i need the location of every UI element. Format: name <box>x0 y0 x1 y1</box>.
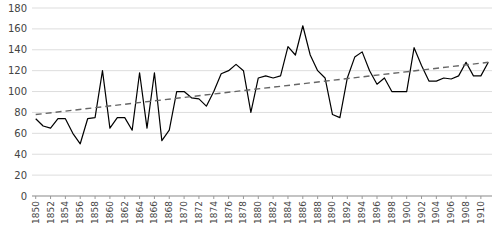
x-tick-label: 1898 <box>387 201 397 224</box>
y-tick-label: 20 <box>14 170 27 181</box>
x-tick-label: 1866 <box>149 201 159 224</box>
x-tick <box>258 196 259 199</box>
y-tick-label: 180 <box>8 3 27 14</box>
grid-line <box>32 133 492 134</box>
x-tick <box>184 196 185 199</box>
x-axis-line <box>32 196 492 197</box>
x-tick-label: 1858 <box>90 201 100 224</box>
x-tick-label: 1860 <box>105 201 115 224</box>
y-tick-label: 80 <box>14 107 27 118</box>
y-tick-label: 60 <box>14 128 27 139</box>
x-tick-label: 1874 <box>209 201 219 224</box>
x-tick-label: 1884 <box>283 201 293 224</box>
grid-line <box>32 28 492 29</box>
x-tick <box>154 196 155 199</box>
grid-line <box>32 196 492 197</box>
x-tick <box>302 196 303 199</box>
x-tick-label: 1868 <box>164 201 174 224</box>
x-tick <box>35 196 36 199</box>
y-tick-label: 160 <box>8 23 27 34</box>
x-tick <box>451 196 452 199</box>
x-tick-label: 1904 <box>431 201 441 224</box>
x-tick-label: 1882 <box>268 201 278 224</box>
y-tick-label: 100 <box>8 86 27 97</box>
grid-line <box>32 8 492 9</box>
x-tick <box>480 196 481 199</box>
x-tick <box>80 196 81 199</box>
x-tick <box>243 196 244 199</box>
x-tick-label: 1908 <box>461 201 471 224</box>
x-tick-label: 1872 <box>194 201 204 224</box>
y-tick-label: 140 <box>8 44 27 55</box>
x-tick <box>228 196 229 199</box>
x-tick <box>287 196 288 199</box>
x-tick <box>436 196 437 199</box>
x-tick <box>124 196 125 199</box>
x-tick-label: 1880 <box>253 201 263 224</box>
x-tick-label: 1900 <box>402 201 412 224</box>
x-tick-label: 1864 <box>135 201 145 224</box>
grid-line <box>32 49 492 50</box>
x-axis: 1850 1852 1854 1856 1858 1860 1862 1864 1866 1868… <box>31 196 492 224</box>
data-line <box>36 26 489 144</box>
x-tick-label: 1852 <box>46 201 56 224</box>
x-tick-label: 1894 <box>357 201 367 224</box>
x-tick-label: 1878 <box>238 201 248 224</box>
x-tick <box>109 196 110 199</box>
y-axis: 0 20 40 60 80 100 120 140 160 180 <box>8 3 492 202</box>
x-tick-label: 1892 <box>342 201 352 224</box>
x-tick-label: 1876 <box>224 201 234 224</box>
x-tick <box>347 196 348 199</box>
grid-line <box>32 70 492 71</box>
plot-data <box>36 26 489 144</box>
x-tick <box>362 196 363 199</box>
x-tick-label: 1890 <box>327 201 337 224</box>
grid-line <box>32 175 492 176</box>
x-tick <box>169 196 170 199</box>
x-tick-label: 1886 <box>298 201 308 224</box>
x-tick-label: 1856 <box>75 201 85 224</box>
x-tick <box>95 196 96 199</box>
x-tick-label: 1888 <box>313 201 323 224</box>
x-tick <box>466 196 467 199</box>
x-tick <box>50 196 51 199</box>
x-tick <box>198 196 199 199</box>
chart: 0 20 40 60 80 100 120 140 160 180 1850 1852 1854 1856… <box>0 0 500 234</box>
x-tick <box>406 196 407 199</box>
x-tick <box>213 196 214 199</box>
x-tick-label: 1862 <box>120 201 130 224</box>
x-tick <box>317 196 318 199</box>
x-tick <box>139 196 140 199</box>
x-tick-label: 1896 <box>372 201 382 224</box>
grid-line <box>32 112 492 113</box>
y-tick-label: 120 <box>8 65 27 76</box>
x-tick <box>65 196 66 199</box>
x-tick-label: 1850 <box>31 201 41 224</box>
y-tick-label: 40 <box>14 149 27 160</box>
x-tick <box>421 196 422 199</box>
grid-line <box>32 91 492 92</box>
x-tick-label: 1906 <box>446 201 456 224</box>
x-tick <box>332 196 333 199</box>
y-tick-label: 0 <box>21 191 27 202</box>
x-tick-label: 1910 <box>476 201 486 224</box>
grid-line <box>32 154 492 155</box>
x-tick <box>377 196 378 199</box>
x-tick-label: 1870 <box>179 201 189 224</box>
x-tick <box>273 196 274 199</box>
x-tick <box>391 196 392 199</box>
x-tick-label: 1902 <box>417 201 427 224</box>
x-tick-label: 1854 <box>60 201 70 224</box>
trend-line <box>36 62 489 114</box>
